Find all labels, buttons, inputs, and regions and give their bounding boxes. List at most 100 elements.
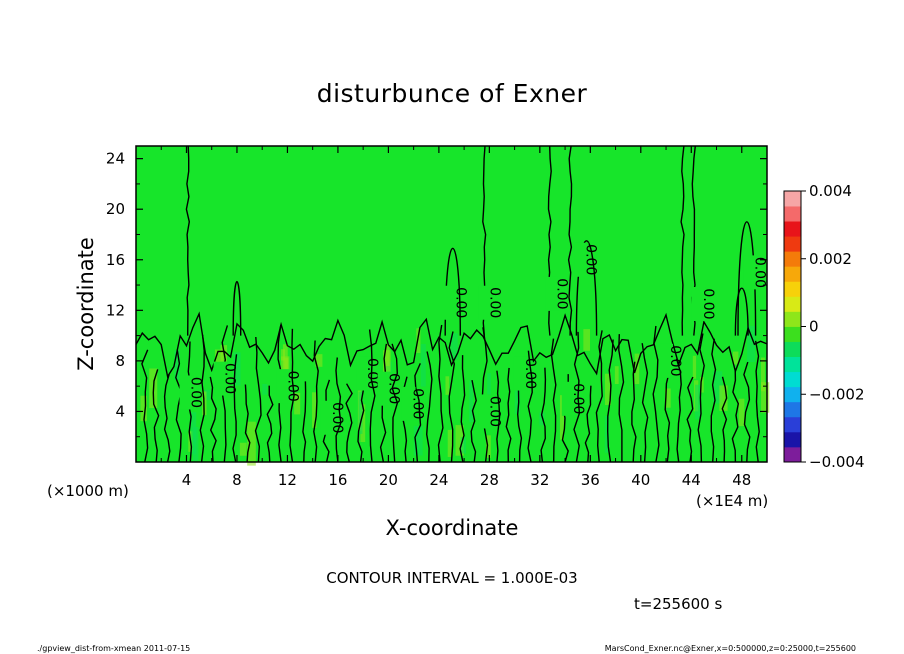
contour-strand (631, 361, 637, 463)
colorbar-tick-label: −0.002 (809, 385, 865, 403)
colorbar-step (784, 311, 801, 327)
field-patch (747, 325, 756, 363)
contour-label: 0.00 (752, 257, 768, 288)
x-axis-unit-left: (×1000 m) (47, 482, 129, 500)
colorbar-step (784, 401, 801, 418)
contour-strand (459, 355, 466, 463)
contour-strand (743, 361, 751, 463)
contour-strand (414, 363, 422, 463)
footer-right: MarsCond_Exner.nc@Exner,x=0:500000,z=0:2… (605, 644, 856, 653)
contour-label-bg (276, 369, 291, 404)
contour-strand (266, 385, 274, 463)
contour-label-bg (213, 361, 228, 396)
field-patch (455, 425, 464, 456)
colorbar-step (784, 266, 801, 282)
field-patch (239, 442, 247, 456)
contour-strand (425, 351, 433, 463)
contour-strand (345, 383, 353, 463)
x-tick-label: 40 (631, 471, 650, 489)
contour-strand (289, 328, 295, 463)
contour-strand (335, 357, 342, 463)
field-patches (140, 325, 770, 466)
field-patch (761, 382, 770, 413)
contour-strand (302, 381, 307, 463)
field-patch (445, 376, 450, 395)
contour-strand (368, 329, 376, 463)
contour-strand (141, 349, 149, 463)
contour-strand (618, 334, 625, 462)
contour-strand (584, 385, 592, 463)
y-tick-label: 12 (106, 301, 125, 319)
field-patch (695, 384, 702, 420)
field-patch (360, 404, 366, 442)
time-label: t=255600 s (634, 595, 722, 613)
field-patch (469, 380, 473, 423)
contour-strand (527, 350, 533, 463)
colorbar-step (784, 341, 801, 358)
x-tick-label: 32 (530, 471, 549, 489)
contour-strand (641, 343, 649, 463)
contour-label-bg (401, 386, 416, 421)
contour-label-bg (743, 255, 758, 290)
x-axis-label: X-coordinate (386, 516, 519, 540)
contour-strand (540, 367, 547, 463)
x-tick-label: 36 (581, 471, 600, 489)
contour-label: 0.00 (522, 358, 538, 389)
contour-strand (573, 331, 581, 463)
contour-label-bg (478, 285, 493, 320)
contour-strand (254, 336, 262, 463)
field-patch (604, 373, 612, 406)
field-patch (416, 328, 421, 353)
x-tick-label: 12 (278, 471, 297, 489)
contour-label-bg (513, 356, 528, 391)
y-axis-label: Z-coordinate (74, 237, 98, 371)
contour-label-bg (691, 287, 706, 321)
colorbar-tick-label: −0.004 (809, 453, 865, 471)
colorbar-step (784, 191, 801, 207)
contour-strand (209, 376, 217, 463)
contour-dome (232, 281, 242, 336)
contour-strand (357, 379, 365, 463)
contour-label: 0.00 (222, 363, 238, 394)
field-patch (539, 412, 545, 426)
contour-strand (710, 338, 717, 463)
plot-area: 0.00 0.00 0.00 0.00 0.00 0.00 0.00 0.00 0.00 0.00… (135, 145, 770, 466)
contour-label: 0.00 (453, 287, 469, 318)
contour-label-bg (377, 371, 392, 406)
footer-left: ./gpview_dist-from-xmean 2011-07-15 (37, 644, 190, 653)
contour-strand (199, 334, 205, 463)
contour-label: 0.00 (386, 373, 402, 404)
y-tick-label: 24 (106, 150, 125, 168)
contour-label-bg (356, 356, 371, 391)
field-patch (485, 435, 491, 458)
chart-title: disturbunce of Exner (317, 79, 588, 108)
field-patch (174, 350, 180, 380)
contour-strand (232, 354, 238, 463)
colorbar-step (784, 416, 801, 433)
contour-label: 0.00 (570, 383, 586, 414)
contour-label-bg (545, 276, 560, 311)
colorbar-tick-label: 0.004 (809, 182, 852, 200)
y-axis-ticks: 4 8 12 16 20 24 (106, 150, 767, 438)
plot-frame (135, 145, 768, 463)
contour-label-bg (320, 400, 335, 435)
field-patch (559, 395, 564, 440)
colorbar-steps (784, 191, 801, 463)
contour-label: 0.00 (487, 287, 503, 318)
colorbar-step (784, 296, 801, 312)
colorbar-step (784, 326, 801, 342)
colorbar-step (784, 386, 801, 403)
field-patch (692, 355, 697, 379)
contour-strand (675, 358, 682, 463)
field-patch (413, 426, 423, 456)
contour-strand (437, 324, 444, 463)
contour-label-bg (659, 343, 674, 378)
colorbar: 0.004 0.002 0 −0.002 −0.004 (783, 182, 865, 471)
contour-strand (697, 333, 705, 463)
contour-label: 0.00 (582, 244, 598, 275)
contour-plume (680, 145, 685, 336)
y-tick-label: 16 (106, 251, 125, 269)
field-patch (760, 357, 765, 392)
x-tick-label: 44 (682, 471, 701, 489)
